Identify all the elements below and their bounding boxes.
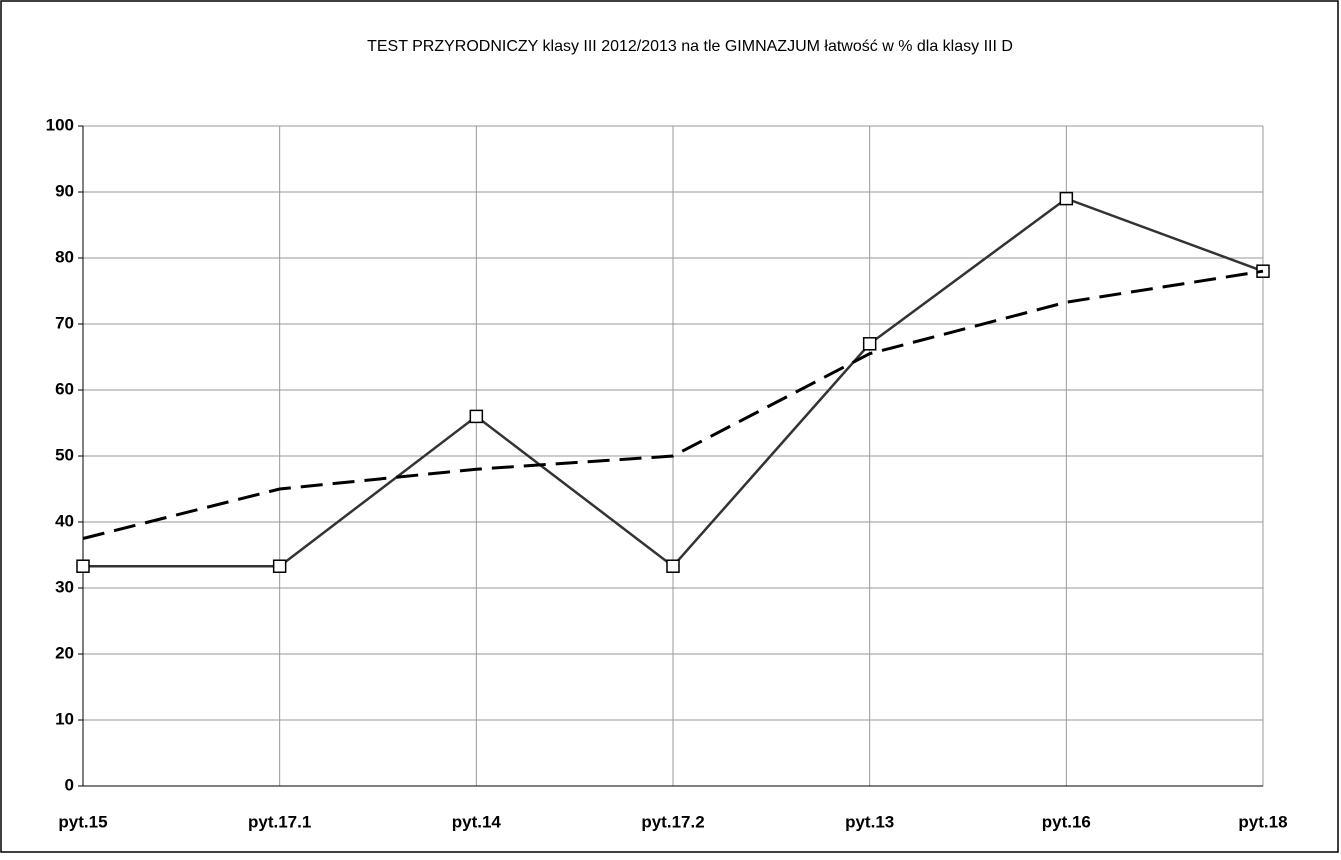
y-tick-label: 90 [55,181,74,200]
x-tick-label: pyt.15 [58,812,107,831]
y-tick-label: 70 [55,313,74,332]
y-tick-label: 10 [55,709,74,728]
chart-title: TEST PRZYRODNICZY klasy III 2012/2013 na… [367,38,1013,55]
point-marker [469,409,484,424]
x-tick-label: pyt.13 [845,812,894,831]
point-marker [666,559,680,573]
x-tick-label: pyt.18 [1238,812,1287,831]
point-marker [272,559,287,573]
point-marker [76,559,90,573]
y-tick-label: 100 [46,115,74,134]
y-tick-label: 40 [55,511,74,530]
x-tick-label: pyt.17.2 [641,812,704,831]
point-marker [1059,191,1074,206]
series-line [82,269,1264,540]
x-tick-label: pyt.14 [452,812,502,831]
point-marker [862,337,877,351]
y-tick-label: 0 [65,775,74,794]
x-tick-label: pyt.17.1 [248,812,311,831]
y-tick-label: 30 [55,577,74,596]
y-tick-label: 50 [55,445,74,464]
y-tick-label: 20 [55,643,74,662]
y-tick-label: 60 [55,379,74,398]
y-tick-label: 80 [55,247,74,266]
x-tick-label: pyt.16 [1042,812,1091,831]
